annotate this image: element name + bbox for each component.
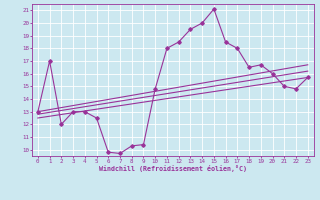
X-axis label: Windchill (Refroidissement éolien,°C): Windchill (Refroidissement éolien,°C) (99, 165, 247, 172)
